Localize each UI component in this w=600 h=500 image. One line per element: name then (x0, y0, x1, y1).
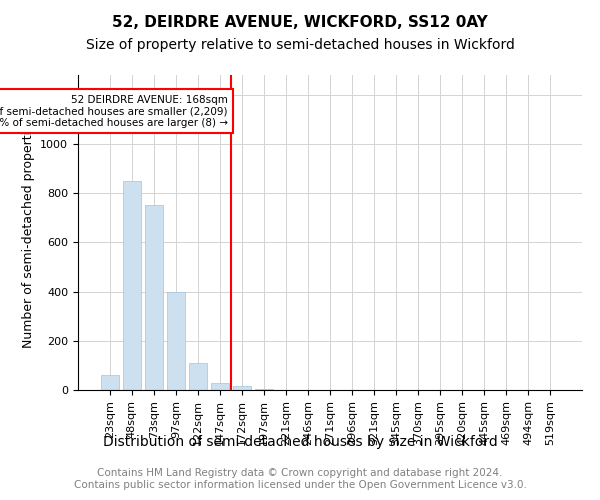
Bar (211, 382, 229, 390)
Text: Distribution of semi-detached houses by size in Wickford: Distribution of semi-detached houses by … (103, 435, 497, 449)
Bar (233, 386, 251, 390)
Bar (189, 363, 206, 390)
Text: 52 DEIRDRE AVENUE: 168sqm
← >99% of semi-detached houses are smaller (2,209)
<1%: 52 DEIRDRE AVENUE: 168sqm ← >99% of semi… (0, 94, 227, 128)
Bar (145, 206, 163, 390)
Text: Contains HM Land Registry data © Crown copyright and database right 2024.
Contai: Contains HM Land Registry data © Crown c… (74, 468, 526, 490)
Bar (167, 292, 185, 390)
Bar (101, 375, 119, 390)
Y-axis label: Number of semi-detached properties: Number of semi-detached properties (22, 117, 35, 348)
Bar (123, 181, 140, 390)
Text: Size of property relative to semi-detached houses in Wickford: Size of property relative to semi-detach… (86, 38, 514, 52)
Text: 52, DEIRDRE AVENUE, WICKFORD, SS12 0AY: 52, DEIRDRE AVENUE, WICKFORD, SS12 0AY (112, 15, 488, 30)
